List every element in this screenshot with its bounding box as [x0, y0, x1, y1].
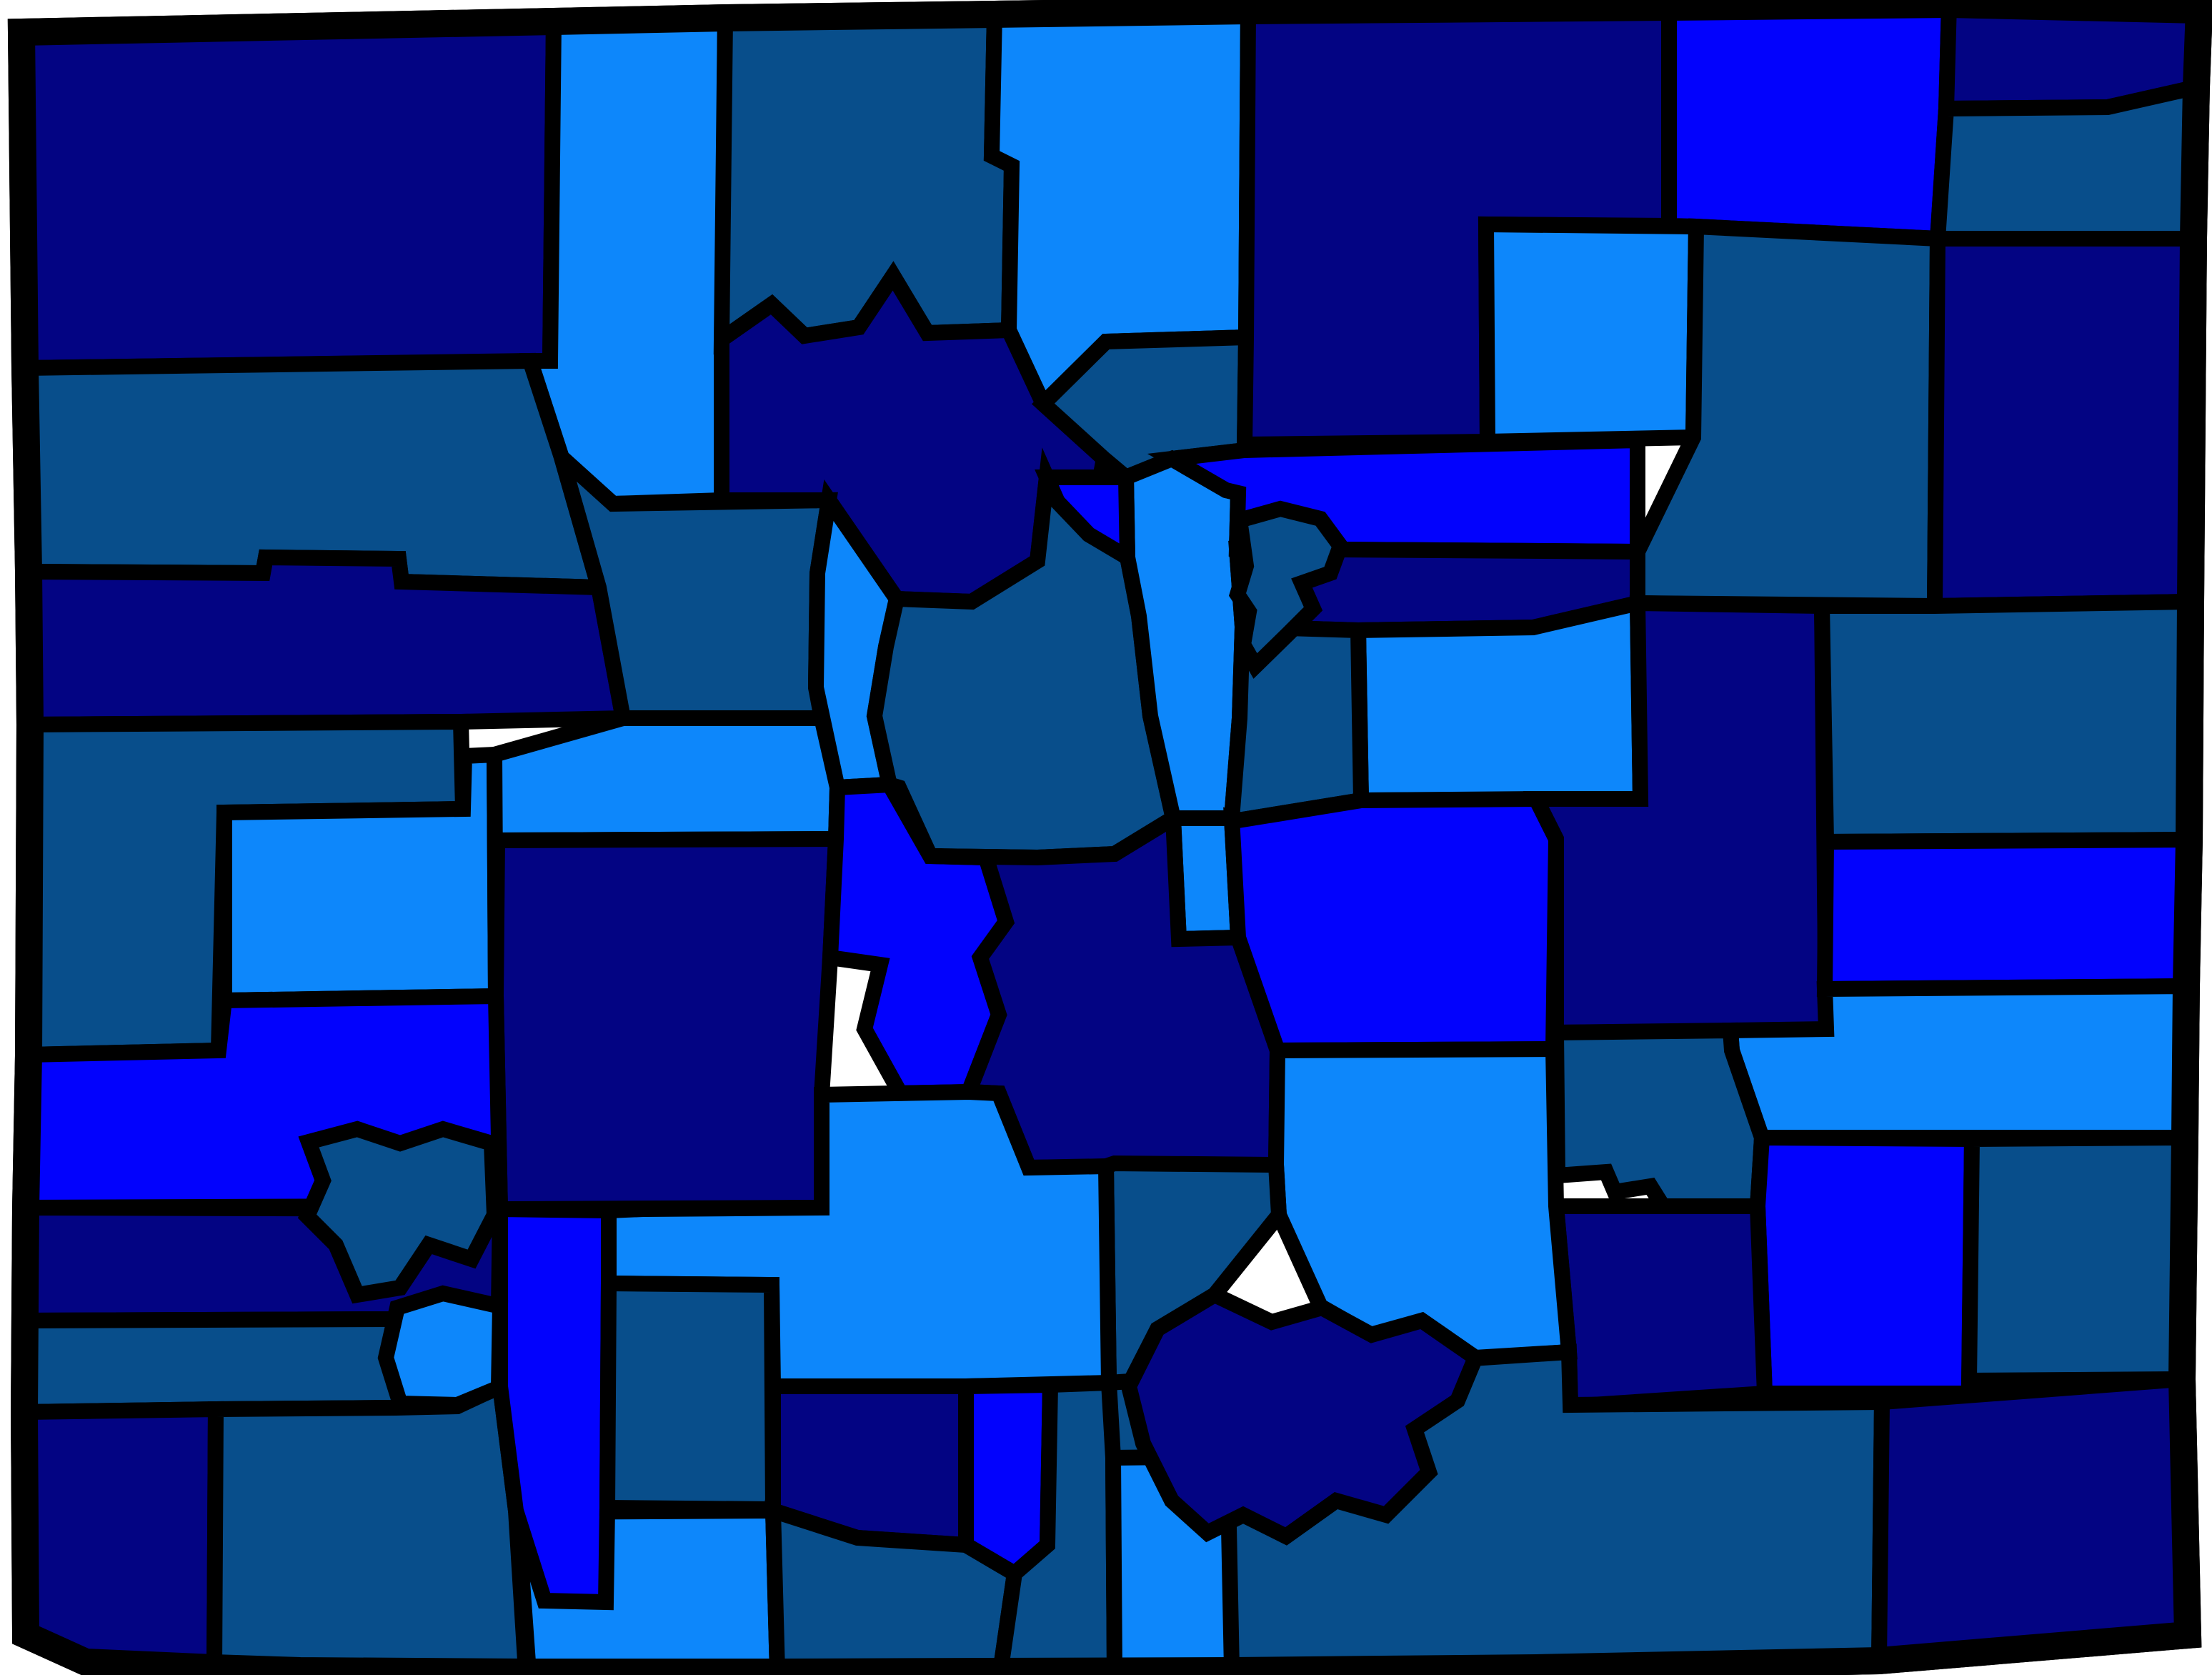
county-logan [1661, 0, 1958, 247]
county-yuma [1926, 231, 2202, 615]
county-huerfano [1120, 1286, 1485, 1546]
county-prowers [1961, 1129, 2193, 1389]
county-el-paso [1223, 790, 1565, 1059]
county-elbert [1350, 593, 1649, 809]
county-gunnison [487, 830, 845, 1218]
county-la-plata [206, 1374, 534, 1675]
county-denver [1228, 500, 1350, 679]
county-hinsdale [492, 1201, 617, 1611]
county-burlington [1813, 593, 2199, 850]
state-outline [7, 0, 2212, 1675]
county-garfield [20, 549, 633, 733]
county-moffat [13, 13, 562, 377]
county-phillips [1929, 77, 2205, 247]
county-montezuma [16, 1401, 224, 1675]
county-otero [1547, 1198, 1773, 1415]
county-ouray [297, 1120, 503, 1304]
county-routt-east [713, 6, 1020, 355]
county-morgan [1478, 216, 1705, 450]
county-broomfield [1035, 469, 1136, 572]
county-baca [1870, 1371, 2196, 1669]
county-san-juan [377, 1285, 509, 1413]
county-mineral [599, 1275, 782, 1518]
county-kiowa-bent [1749, 1129, 1981, 1401]
county-kit-carson [1816, 831, 2198, 998]
